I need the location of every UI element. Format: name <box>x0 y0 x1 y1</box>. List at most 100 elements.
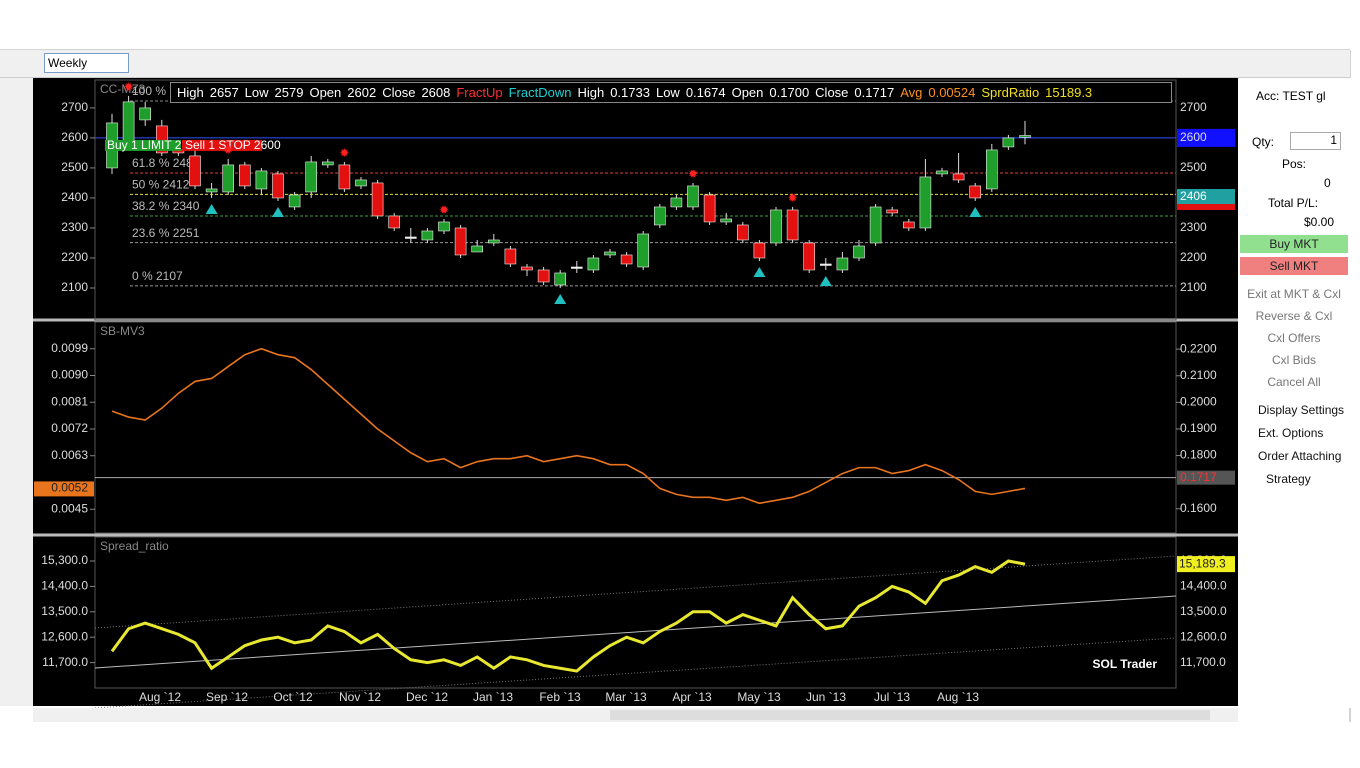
indicator-title: SB-MV3 <box>100 324 145 338</box>
indicator-title: CC-MZ3 <box>100 82 146 96</box>
candle-body <box>305 161 318 193</box>
x-tick-label: Nov `12 <box>339 690 381 704</box>
candle-body <box>421 230 434 241</box>
candle-body <box>753 242 766 259</box>
sell-button[interactable]: Sell MKT <box>1240 257 1348 275</box>
price-tag <box>1177 189 1235 204</box>
info-label: FractUp <box>456 85 503 100</box>
action[interactable]: Cxl Bids <box>1271 353 1316 367</box>
menu-item[interactable]: Strategy <box>1266 472 1311 486</box>
panel-frame <box>94 536 1177 689</box>
fractal-up: ✹ <box>223 143 233 157</box>
y-tick-label: 2500 <box>61 160 88 174</box>
y-tick-label: 11,700.0 <box>42 655 88 669</box>
x-tick-label: Feb `13 <box>539 690 581 704</box>
sell-order-box <box>182 139 262 151</box>
info-value: 15189.3 <box>1045 85 1093 100</box>
y2-tick-label: 0.1600 <box>1180 501 1217 515</box>
info-label: High <box>177 85 204 100</box>
candle-body <box>537 269 550 283</box>
line-series <box>110 559 1026 673</box>
candle-body <box>388 215 401 229</box>
fractal-up: ✹ <box>339 146 349 160</box>
info-label: Close <box>815 85 849 100</box>
price-tag-label: 15,189.3 <box>1179 556 1226 570</box>
qty-label: Qty: <box>1252 135 1275 149</box>
candle-body <box>687 185 699 208</box>
panel-frame <box>94 321 1177 534</box>
account[interactable]: Acc: TEST gl <box>1256 89 1326 103</box>
price-tag-label: 2600 <box>1180 130 1207 144</box>
action[interactable]: Cancel All <box>1267 375 1321 389</box>
y-tick-label: 0.0072 <box>51 421 88 435</box>
chart-background <box>33 78 1238 706</box>
panel-frame <box>94 79 1177 321</box>
line-series <box>111 347 1026 505</box>
candle-body <box>1019 135 1031 138</box>
info-label: Open <box>731 85 764 100</box>
timeframe-select[interactable]: Weekly <box>44 53 129 73</box>
candle-body <box>404 236 417 239</box>
candle-body <box>570 266 583 269</box>
y-tick-label: 13,500.0 <box>41 604 88 618</box>
y-tick-label: 0.0081 <box>51 394 88 408</box>
trend-line <box>94 555 1177 629</box>
candle-body <box>454 227 467 256</box>
candle-body <box>255 170 268 190</box>
y2-tick-label: 11,700.0 <box>1180 655 1226 669</box>
y-tick-label: 15,300.0 <box>41 553 88 567</box>
candle-body <box>321 161 334 166</box>
candle-body <box>803 242 816 271</box>
scroll-thumb[interactable] <box>610 710 1210 720</box>
pl-value: $0.00 <box>1304 215 1335 229</box>
info-label: Open <box>309 85 342 100</box>
info-value: 0.1733 <box>610 85 650 100</box>
price-tag <box>34 481 94 497</box>
fractal-down <box>753 266 766 277</box>
candle-body <box>919 176 932 229</box>
candle-body <box>786 209 799 241</box>
info-label: Close <box>382 85 416 100</box>
candle-body <box>587 257 600 271</box>
candle-body <box>869 206 882 244</box>
info-label: SprdRatio <box>981 85 1040 100</box>
price-tag <box>1177 556 1235 573</box>
candle-body <box>504 248 517 265</box>
price-axis <box>1176 78 1238 706</box>
menu-item[interactable]: Ext. Options <box>1258 426 1324 440</box>
candle-body <box>438 221 450 232</box>
y-tick-label: 14,400.0 <box>41 579 88 593</box>
fractal-down <box>554 293 567 304</box>
y-tick-label: 0.0045 <box>51 501 88 515</box>
y2-tick-label: 12,600.0 <box>1180 629 1227 643</box>
menu-item[interactable]: Order Attaching <box>1258 449 1342 463</box>
y2-tick-label: 13,500.0 <box>1180 604 1227 618</box>
info-label: High <box>577 85 605 100</box>
action[interactable]: Exit at MKT & Cxl <box>1247 287 1341 301</box>
action[interactable]: Cxl Offers <box>1267 331 1321 345</box>
fib-label: 38.2 % 2340 <box>132 199 200 213</box>
fib-label: 23.6 % 2251 <box>132 226 200 240</box>
toolbar: Weekly <box>0 50 1350 78</box>
y2-tick-label: 14,400.0 <box>1180 579 1227 593</box>
candle-body <box>770 209 782 244</box>
qty-input[interactable]: 1 <box>1290 132 1341 150</box>
action[interactable]: Reverse & Cxl <box>1255 309 1333 323</box>
info-label: FractDown <box>508 85 572 100</box>
buy-button[interactable]: Buy MKT <box>1240 235 1348 253</box>
candle-body <box>853 245 865 259</box>
x-tick-label: May `13 <box>737 690 781 704</box>
trend-line <box>94 595 1177 669</box>
buy-order-box <box>105 139 181 151</box>
price-tag <box>1177 470 1235 485</box>
menu-item[interactable]: Display Settings <box>1258 403 1345 417</box>
info-value: 0.00524 <box>928 85 976 100</box>
candle-body <box>554 272 567 286</box>
y-tick-label: 2700 <box>61 100 88 114</box>
order-panel: Acc: TEST gl Qty: 1 Pos: 0 Total P/L: $0… <box>1240 78 1352 708</box>
y-tick-label: 12,600.0 <box>41 629 88 643</box>
candle-body <box>936 170 948 175</box>
sell-order: Sell 1 STOP 2600 <box>185 138 281 152</box>
y-tick-label: 0.0090 <box>51 368 88 382</box>
